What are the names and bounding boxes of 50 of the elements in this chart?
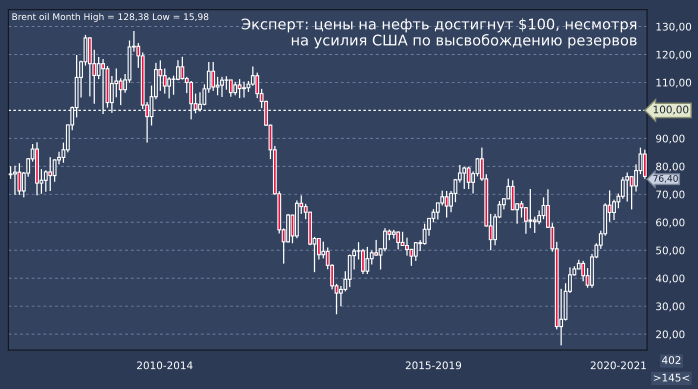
candlestick xyxy=(510,180,515,211)
candlestick xyxy=(374,239,378,256)
candlestick xyxy=(228,79,233,98)
candlestick xyxy=(625,172,630,202)
y-tick-label: 60,00 xyxy=(656,218,685,228)
candlestick xyxy=(17,162,22,196)
candlestick xyxy=(316,238,321,260)
candlestick xyxy=(48,156,52,192)
candlestick xyxy=(238,78,242,99)
candlestick xyxy=(532,216,537,234)
candlestick xyxy=(444,190,449,218)
y-tick-label: 20,00 xyxy=(656,330,685,340)
y-tick-label: 70,00 xyxy=(656,190,685,200)
candlestick xyxy=(581,260,586,282)
y-tick-label: 30,00 xyxy=(656,302,685,312)
candlestick xyxy=(642,148,647,180)
candlestick xyxy=(365,246,370,275)
candlestick xyxy=(528,188,532,229)
candlestick xyxy=(96,56,101,80)
candlestick xyxy=(400,231,405,247)
candlestick xyxy=(348,254,352,288)
candlestick xyxy=(414,242,418,262)
candlestick xyxy=(462,166,466,190)
y-tick-label: 120,00 xyxy=(656,50,692,60)
candlestick xyxy=(224,76,228,90)
y-tick-label: 80,00 xyxy=(656,162,685,172)
chart-subtitle: Brent oil Month High = 128,38 Low = 15,98 xyxy=(12,13,208,22)
candlestick xyxy=(118,78,123,106)
text: Эксперт: цены на нефть достигнут $100, несмотря на усилия США по высвобождению резервов xyxy=(242,18,637,48)
candlestick xyxy=(233,81,238,96)
candlestick xyxy=(396,230,400,250)
y-tick-label: 110,00 xyxy=(656,78,692,88)
candlestick xyxy=(466,166,471,190)
y-tick-label: 90,00 xyxy=(656,134,685,144)
x-tick-label: 2010-2014 xyxy=(137,361,193,370)
candlestick xyxy=(255,72,260,99)
text: 402 xyxy=(662,356,680,364)
candlestick xyxy=(211,61,216,92)
x-tick-label: 2020-2021 xyxy=(590,361,646,370)
candlestick xyxy=(162,68,167,94)
candlestick xyxy=(620,176,625,200)
y-tick-label: 130,00 xyxy=(656,22,692,32)
candlestick xyxy=(44,170,48,192)
ref-line-label: 100,00 xyxy=(654,106,688,114)
candlestick xyxy=(167,76,172,100)
text: >145< xyxy=(654,374,690,382)
text: 76,40 xyxy=(653,174,678,183)
x-tick-label: 2015-2019 xyxy=(406,361,462,370)
y-tick-label: 50,00 xyxy=(656,246,685,256)
y-tick-label: 40,00 xyxy=(656,274,685,284)
